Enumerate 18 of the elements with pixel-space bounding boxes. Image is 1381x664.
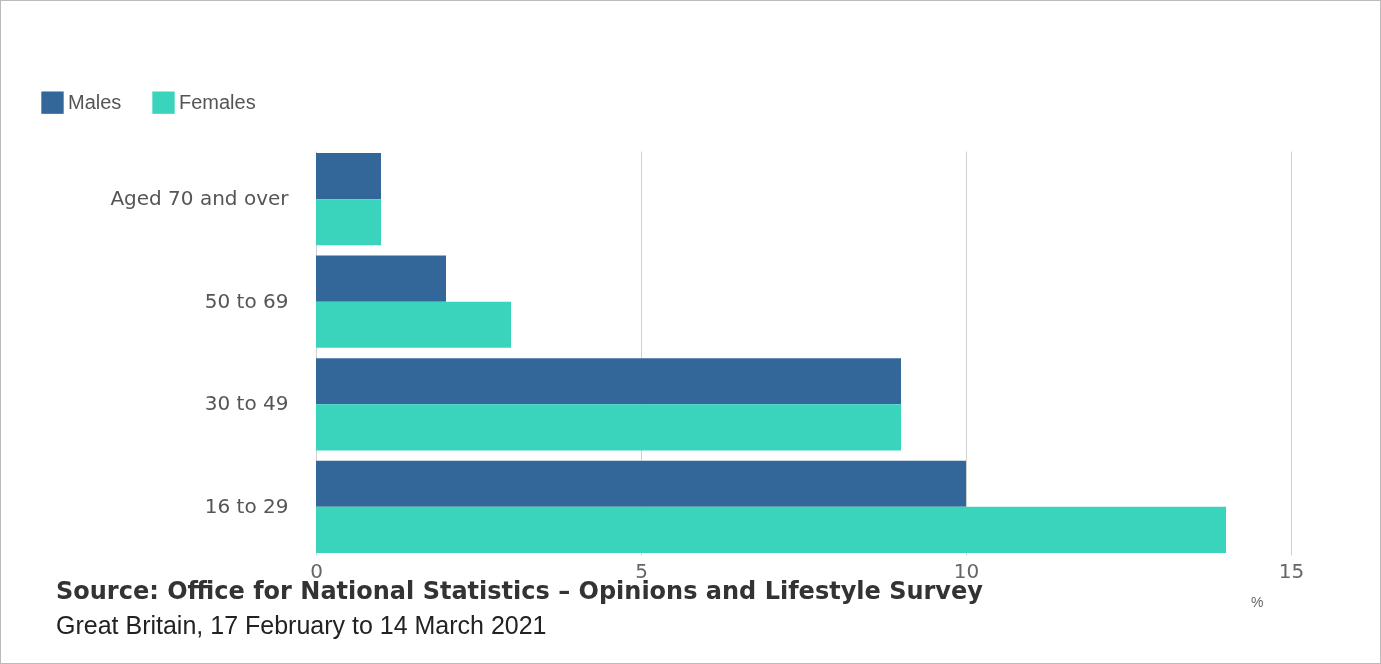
x-tick-label: 15 [1278,558,1305,583]
y-tick-label: 16 to 29 [204,493,289,518]
y-tick-label: 30 to 49 [204,391,289,416]
bar [316,460,966,507]
bar [316,358,901,405]
y-tick-label: 50 to 69 [204,288,289,313]
bar [316,301,511,348]
text: Great Britain, 17 February to 14 March 2021 [56,611,548,640]
bar [316,153,381,200]
legend-label: Males [68,90,122,113]
x-axis-title: % [1251,593,1264,610]
bar [316,199,381,246]
bar [316,506,1226,553]
legend-label: Females [179,90,256,113]
bar [316,255,446,302]
bar [316,404,901,451]
x-tick-label: 10 [953,558,980,583]
y-tick-label: Aged 70 and over [110,186,290,211]
